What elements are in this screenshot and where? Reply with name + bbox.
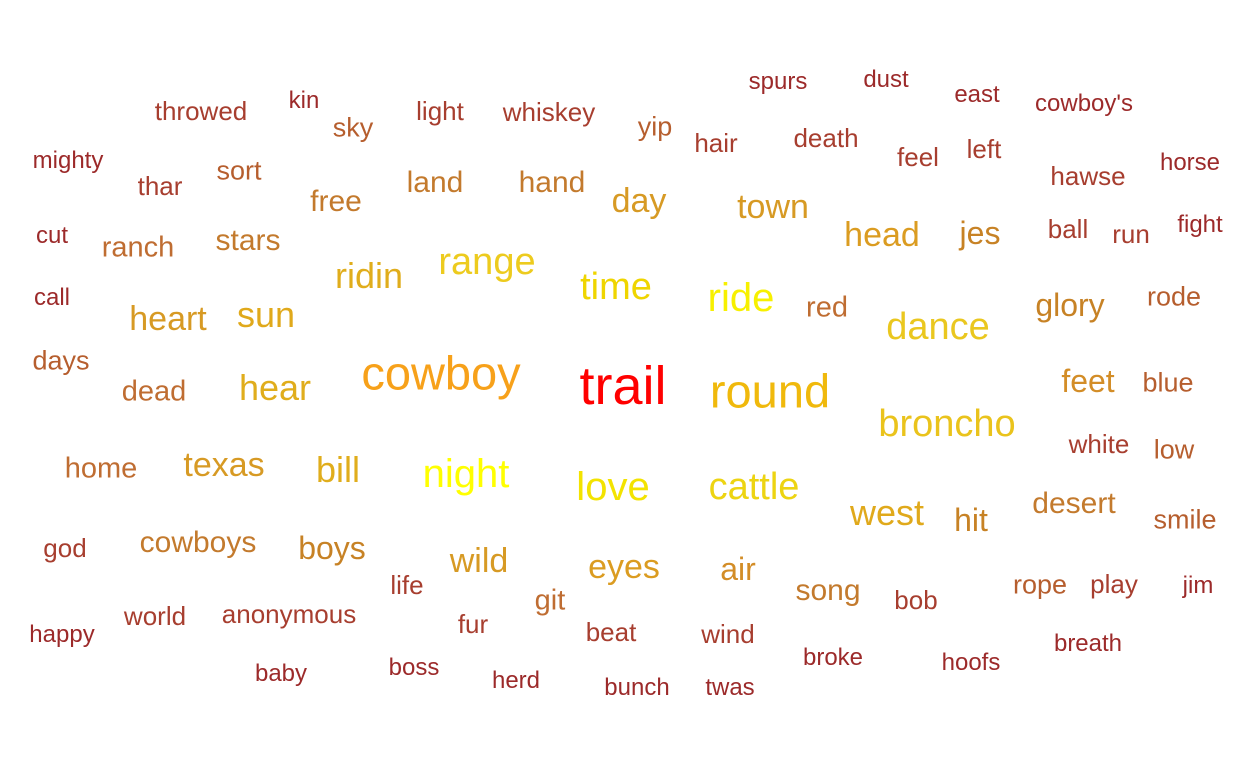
- word: head: [844, 216, 920, 254]
- word: rode: [1146, 281, 1202, 312]
- word: sun: [236, 294, 296, 335]
- word: call: [33, 284, 71, 311]
- word: love: [576, 465, 650, 509]
- word: feel: [897, 142, 939, 172]
- word: round: [709, 364, 831, 418]
- word: dust: [863, 66, 909, 93]
- word: fur: [457, 609, 489, 639]
- word: night: [422, 452, 510, 496]
- word: sky: [332, 112, 374, 143]
- word: jes: [959, 215, 1001, 251]
- word: god: [43, 533, 87, 563]
- word: broncho: [878, 403, 1016, 445]
- word: white: [1068, 429, 1130, 459]
- word: desert: [1032, 487, 1116, 520]
- word: dance: [886, 306, 990, 348]
- word: trail: [579, 356, 667, 416]
- word: free: [310, 185, 362, 218]
- word: ball: [1047, 214, 1089, 244]
- word: cowboy's: [1035, 90, 1133, 117]
- word: thar: [137, 171, 183, 201]
- word: bob: [894, 585, 938, 615]
- word: time: [580, 266, 652, 308]
- word: wind: [701, 619, 755, 649]
- word: cowboy: [361, 346, 521, 400]
- word: hair: [694, 128, 738, 158]
- word: blue: [1142, 367, 1194, 398]
- word: land: [406, 166, 464, 199]
- word: left: [966, 134, 1002, 164]
- word: bunch: [604, 674, 670, 701]
- word: run: [1112, 219, 1150, 249]
- word: beat: [585, 617, 637, 647]
- word: west: [849, 492, 925, 533]
- word: ranch: [101, 231, 175, 264]
- word: hoofs: [941, 649, 1001, 676]
- word: bill: [315, 449, 361, 490]
- word: git: [534, 584, 566, 617]
- word: boss: [388, 654, 440, 681]
- word: red: [806, 291, 848, 324]
- word: whiskey: [502, 97, 596, 127]
- word: texas: [183, 446, 265, 484]
- word: cattle: [708, 466, 800, 508]
- word: light: [416, 96, 464, 126]
- word: east: [954, 81, 1000, 108]
- word: song: [795, 574, 861, 607]
- word: wild: [449, 542, 509, 580]
- word: spurs: [748, 68, 808, 95]
- word: world: [123, 601, 187, 631]
- word: sort: [216, 155, 262, 186]
- word: death: [793, 123, 859, 153]
- word: kin: [288, 87, 320, 114]
- word: stars: [215, 224, 281, 257]
- word: happy: [29, 621, 95, 648]
- word: anonymous: [221, 599, 357, 629]
- word: day: [611, 182, 667, 220]
- word: twas: [705, 674, 755, 701]
- word: cowboys: [139, 526, 257, 559]
- word: town: [737, 188, 809, 226]
- word: breath: [1053, 630, 1123, 657]
- word: heart: [129, 300, 207, 338]
- word: jim: [1182, 572, 1214, 599]
- word: horse: [1159, 149, 1221, 176]
- word: mighty: [32, 147, 104, 174]
- word: hear: [238, 367, 312, 408]
- word: feet: [1061, 363, 1115, 399]
- word: hit: [954, 502, 988, 538]
- word: cut: [35, 222, 69, 249]
- word: days: [32, 345, 90, 376]
- word: air: [720, 551, 756, 587]
- word: broke: [802, 644, 864, 671]
- word: low: [1153, 434, 1195, 465]
- word: life: [390, 570, 424, 600]
- word: hand: [518, 166, 586, 199]
- word: dead: [121, 375, 187, 408]
- word: home: [64, 452, 138, 485]
- word: ride: [707, 276, 775, 320]
- word: fight: [1177, 211, 1223, 238]
- word: herd: [491, 667, 541, 694]
- word: smile: [1153, 504, 1217, 535]
- word: range: [438, 241, 536, 283]
- word: rope: [1012, 569, 1068, 600]
- word: throwed: [154, 96, 248, 126]
- word: baby: [254, 660, 308, 687]
- word: eyes: [588, 548, 660, 586]
- word: ridin: [334, 255, 404, 296]
- word: boys: [298, 530, 366, 566]
- word: yip: [637, 111, 673, 142]
- word: hawse: [1050, 161, 1126, 191]
- word: play: [1090, 569, 1138, 599]
- word: glory: [1035, 287, 1105, 323]
